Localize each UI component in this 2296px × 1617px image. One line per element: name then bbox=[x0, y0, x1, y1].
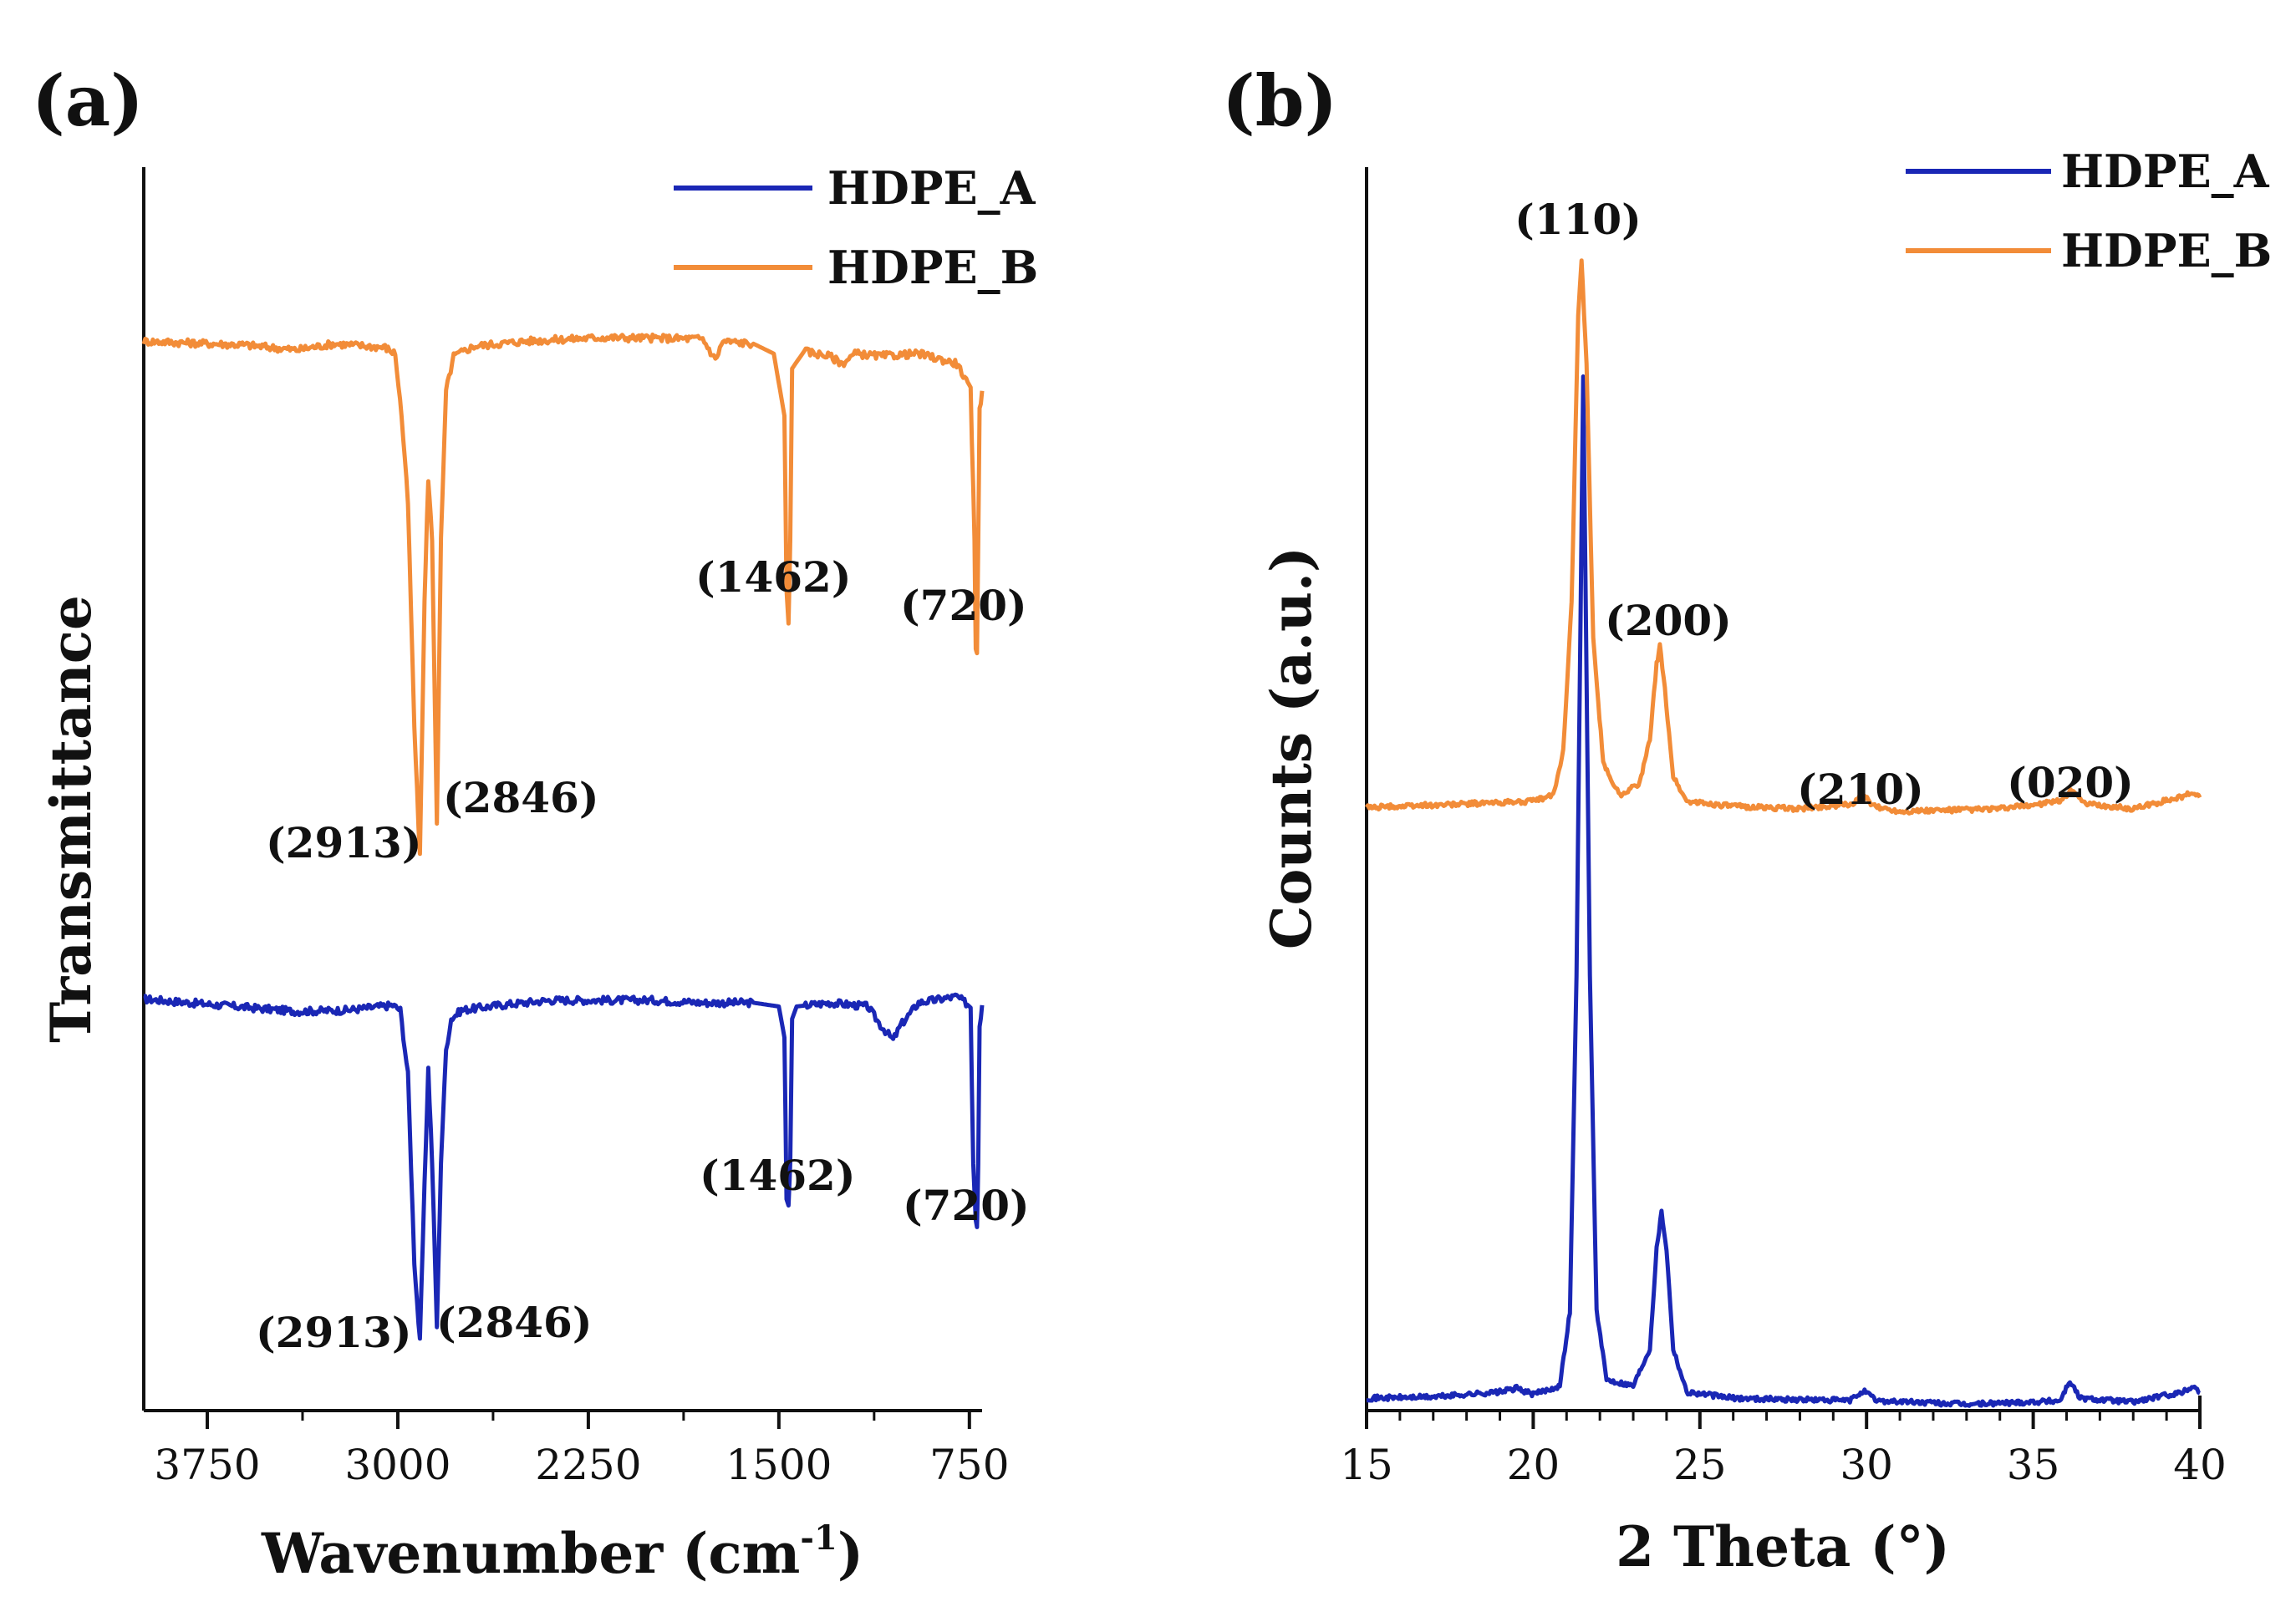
ftir-x-ticks: 3750 3000 2250 1500 750 bbox=[154, 1411, 1010, 1489]
xrd-x-tick-label: 40 bbox=[2173, 1441, 2227, 1489]
xrd-legend: HDPE_A HDPE_B bbox=[1906, 145, 2272, 277]
ftir-x-axis-title-close: ) bbox=[837, 1521, 863, 1586]
panel-b-label: (b) bbox=[1222, 59, 1337, 142]
ftir-series-line-hdpe-a bbox=[143, 992, 985, 1341]
ftir-a-peak-label-2846: (2846) bbox=[436, 1298, 592, 1347]
ftir-y-axis-title: Transmittance bbox=[38, 595, 104, 1043]
xrd-x-axis-title: 2 Theta (°) bbox=[1616, 1514, 1950, 1579]
ftir-x-tick-label: 750 bbox=[929, 1441, 1009, 1489]
xrd-peak-label-210: (210) bbox=[1797, 765, 1924, 814]
ftir-x-tick-label: 3000 bbox=[344, 1441, 451, 1489]
xrd-peak-label-200: (200) bbox=[1605, 596, 1732, 645]
xrd-series-line-hdpe-a bbox=[1366, 374, 2202, 1408]
panel-a-label: (a) bbox=[32, 59, 144, 142]
xrd-chart: 15 20 25 30 35 40 Counts (a.u.) 2 Theta (°) (… bbox=[1259, 145, 2272, 1579]
ftir-x-tick-label: 1500 bbox=[725, 1441, 832, 1489]
ftir-a-peak-label-720: (720) bbox=[903, 1181, 1030, 1230]
ftir-a-peak-label-1462: (1462) bbox=[700, 1151, 855, 1200]
ftir-x-tick-label: 3750 bbox=[154, 1441, 260, 1489]
xrd-y-axis-title: Counts (a.u.) bbox=[1259, 547, 1324, 949]
ftir-series-line-hdpe-b bbox=[141, 332, 985, 857]
xrd-peak-label-110: (110) bbox=[1515, 195, 1642, 244]
ftir-legend: HDPE_A HDPE_B bbox=[674, 161, 1038, 294]
xrd-series bbox=[1364, 258, 2202, 1408]
ftir-a-peak-label-2913: (2913) bbox=[256, 1308, 411, 1357]
xrd-x-tick-label: 20 bbox=[1507, 1441, 1560, 1489]
xrd-x-tick-label: 25 bbox=[1673, 1441, 1727, 1489]
ftir-b-peak-label-2846: (2846) bbox=[443, 773, 598, 822]
ftir-chart: 3750 3000 2250 1500 750 Transmittance Wavenu… bbox=[38, 161, 1038, 1586]
xrd-x-tick-label: 30 bbox=[1840, 1441, 1893, 1489]
ftir-x-axis-title-sup: -1 bbox=[800, 1518, 837, 1558]
ftir-legend-label-hdpe-a: HDPE_A bbox=[827, 161, 1036, 215]
xrd-x-tick-label: 15 bbox=[1340, 1441, 1393, 1489]
xrd-legend-label-hdpe-b: HDPE_B bbox=[2061, 224, 2272, 277]
ftir-b-peak-label-1462: (1462) bbox=[695, 552, 851, 602]
xrd-peak-label-020: (020) bbox=[2007, 758, 2134, 807]
xrd-series-line-hdpe-b bbox=[1364, 258, 2202, 816]
ftir-b-peak-label-2913: (2913) bbox=[266, 818, 421, 867]
ftir-b-peak-label-720: (720) bbox=[900, 581, 1027, 630]
ftir-x-axis-title: Wavenumber (cm-1) bbox=[261, 1518, 863, 1586]
ftir-legend-label-hdpe-b: HDPE_B bbox=[827, 241, 1038, 294]
ftir-x-tick-label: 2250 bbox=[535, 1441, 641, 1489]
xrd-x-tick-label: 35 bbox=[2007, 1441, 2060, 1489]
xrd-x-ticks: 15 20 25 30 35 40 bbox=[1340, 1411, 2227, 1489]
xrd-legend-label-hdpe-a: HDPE_A bbox=[2061, 145, 2270, 198]
ftir-series bbox=[141, 332, 985, 1341]
ftir-x-axis-title-main: Wavenumber (cm bbox=[261, 1521, 800, 1586]
